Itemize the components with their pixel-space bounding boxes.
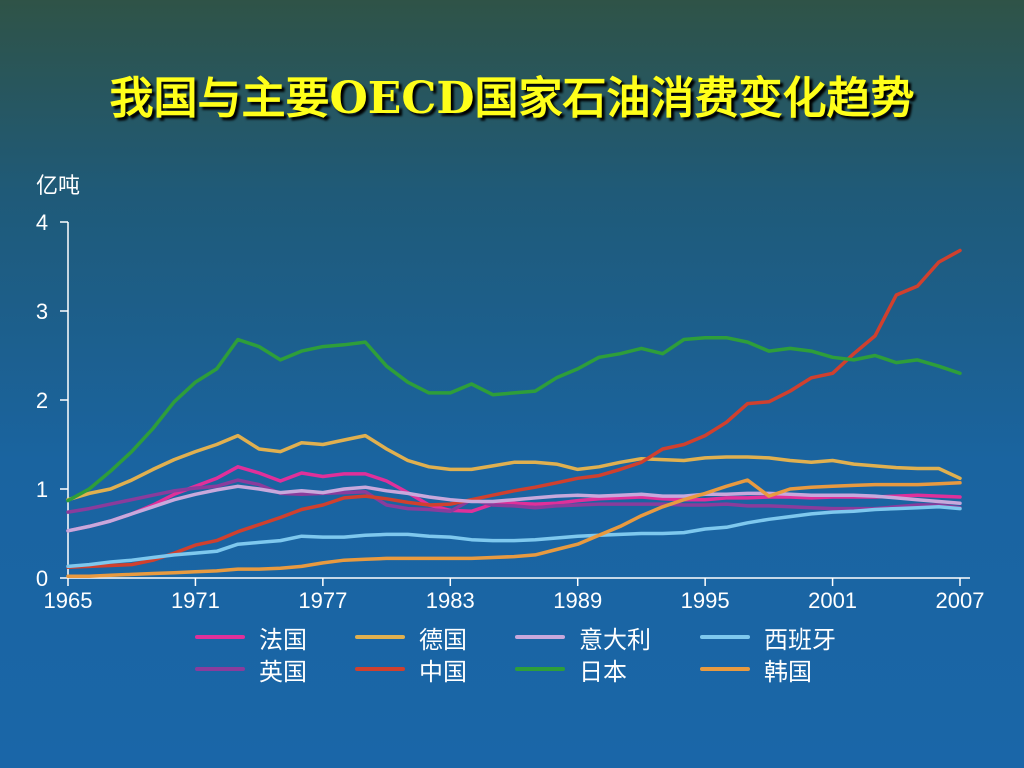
legend-label: 意大利 <box>579 625 651 654</box>
x-tick-label: 1989 <box>553 588 602 613</box>
series-line <box>66 478 962 578</box>
y-tick-label: 2 <box>36 388 48 413</box>
y-tick-label: 3 <box>36 299 48 324</box>
x-tick-label: 1977 <box>298 588 347 613</box>
series-line <box>66 433 962 502</box>
y-tick-label: 0 <box>36 566 48 591</box>
legend-label: 西班牙 <box>764 625 836 654</box>
legend-item: 英国 <box>195 654 307 686</box>
series-line <box>66 248 962 570</box>
legend-item: 中国 <box>355 654 467 686</box>
slide-title: 我国与主要OECD国家石油消费变化趋势 <box>109 73 915 124</box>
legend-label: 中国 <box>419 657 467 686</box>
series-line <box>66 465 962 533</box>
legend-label: 法国 <box>259 625 307 654</box>
x-tick-label: 1971 <box>171 588 220 613</box>
legend-item: 法国 <box>195 622 307 654</box>
x-tick-label: 2007 <box>936 588 985 613</box>
legend-item: 德国 <box>355 622 467 654</box>
legend-item: 西班牙 <box>700 622 836 654</box>
y-tick-label: 4 <box>36 210 48 235</box>
y-axis-label: 亿吨 <box>36 174 80 199</box>
y-tick-label: 1 <box>36 477 48 502</box>
legend-swatch <box>515 667 565 671</box>
legend-swatch <box>515 635 565 639</box>
series-line <box>66 484 962 533</box>
legend-item: 意大利 <box>515 622 651 654</box>
legend-swatch <box>700 667 750 671</box>
legend-label: 日本 <box>579 657 627 686</box>
legend-label: 德国 <box>419 625 467 654</box>
legend-swatch <box>355 667 405 671</box>
x-tick-label: 1995 <box>681 588 730 613</box>
series-line <box>66 335 962 503</box>
line-chart: 0 1 2 3 4 1965 1971 1977 1983 1989 1995 2001 2007 亿吨 <box>36 174 985 613</box>
legend-label: 英国 <box>259 657 307 686</box>
legend-item: 韩国 <box>700 654 812 686</box>
legend-item: 日本 <box>515 654 627 686</box>
legend-swatch <box>355 635 405 639</box>
legend-swatch <box>195 667 245 671</box>
x-tick-label: 2001 <box>808 588 857 613</box>
x-tick-label: 1965 <box>44 588 93 613</box>
legend-label: 韩国 <box>764 657 812 686</box>
legend-swatch <box>700 635 750 639</box>
series-line <box>66 505 962 569</box>
legend-swatch <box>195 635 245 639</box>
x-tick-label: 1983 <box>426 588 475 613</box>
series-line <box>66 478 962 514</box>
